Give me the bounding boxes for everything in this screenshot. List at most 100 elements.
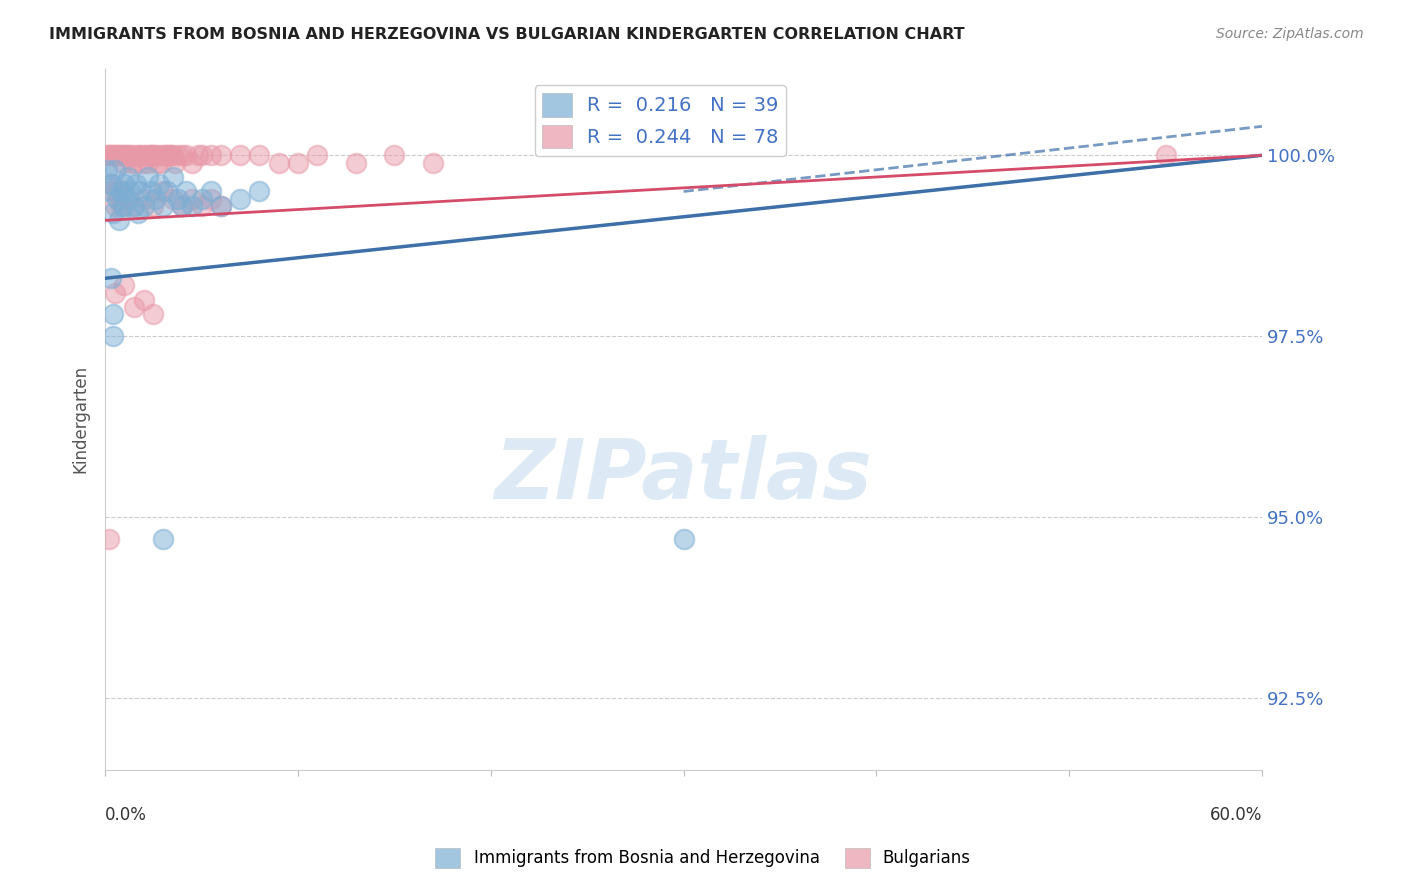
Point	[209, 148, 232, 162]
Point	[159, 148, 181, 162]
Point	[190, 148, 212, 162]
Point	[105, 185, 128, 199]
Point	[156, 148, 179, 162]
Text: 60.0%: 60.0%	[1209, 806, 1263, 824]
Point	[101, 148, 124, 162]
Point	[200, 192, 222, 206]
Point	[132, 199, 155, 213]
Point	[111, 155, 134, 169]
Point	[672, 532, 695, 546]
Point	[190, 199, 212, 213]
Point	[120, 148, 142, 162]
Point	[122, 199, 145, 213]
Point	[146, 155, 169, 169]
Point	[98, 148, 121, 162]
Point	[115, 192, 138, 206]
Point	[125, 155, 148, 169]
Point	[96, 148, 118, 162]
Point	[125, 178, 148, 192]
Point	[117, 192, 139, 206]
Point	[307, 148, 329, 162]
Point	[132, 148, 155, 162]
Point	[114, 199, 136, 213]
Point	[129, 185, 152, 199]
Point	[127, 148, 149, 162]
Point	[117, 169, 139, 184]
Point	[100, 148, 122, 162]
Point	[105, 148, 128, 162]
Point	[162, 148, 184, 162]
Legend: R =  0.216   N = 39, R =  0.244   N = 78: R = 0.216 N = 39, R = 0.244 N = 78	[534, 86, 786, 156]
Point	[115, 148, 138, 162]
Point	[122, 148, 145, 162]
Point	[187, 148, 209, 162]
Point	[148, 148, 170, 162]
Point	[163, 155, 186, 169]
Point	[190, 192, 212, 206]
Point	[209, 199, 232, 213]
Point	[111, 185, 134, 199]
Point	[120, 185, 142, 199]
Point	[100, 271, 122, 285]
Point	[110, 148, 132, 162]
Point	[181, 199, 204, 213]
Point	[100, 178, 122, 192]
Point	[150, 155, 173, 169]
Point	[153, 148, 176, 162]
Point	[152, 532, 174, 546]
Point	[101, 307, 124, 321]
Point	[96, 162, 118, 177]
Point	[111, 199, 134, 213]
Point	[110, 199, 132, 213]
Point	[152, 148, 174, 162]
Point	[114, 148, 136, 162]
Point	[157, 148, 180, 162]
Point	[129, 148, 152, 162]
Point	[100, 178, 122, 192]
Point	[1154, 148, 1177, 162]
Point	[167, 192, 190, 206]
Point	[181, 155, 204, 169]
Point	[141, 148, 163, 162]
Point	[105, 192, 128, 206]
Point	[127, 206, 149, 220]
Point	[132, 192, 155, 206]
Point	[122, 199, 145, 213]
Point	[141, 185, 163, 199]
Point	[104, 162, 127, 177]
Point	[136, 169, 159, 184]
Point	[122, 300, 145, 314]
Text: 0.0%: 0.0%	[105, 806, 148, 824]
Point	[162, 192, 184, 206]
Point	[110, 185, 132, 199]
Point	[287, 155, 309, 169]
Point	[104, 199, 127, 213]
Y-axis label: Kindergarten: Kindergarten	[72, 365, 89, 474]
Point	[101, 329, 124, 343]
Point	[101, 206, 124, 220]
Point	[249, 148, 271, 162]
Point	[174, 148, 197, 162]
Point	[142, 307, 165, 321]
Point	[114, 278, 136, 293]
Point	[98, 185, 121, 199]
Point	[131, 155, 153, 169]
Point	[181, 192, 204, 206]
Point	[114, 178, 136, 192]
Point	[148, 178, 170, 192]
Point	[136, 155, 159, 169]
Point	[107, 192, 129, 206]
Point	[104, 148, 127, 162]
Point	[384, 148, 406, 162]
Point	[249, 185, 271, 199]
Point	[200, 148, 222, 162]
Legend: Immigrants from Bosnia and Herzegovina, Bulgarians: Immigrants from Bosnia and Herzegovina, …	[429, 841, 977, 875]
Point	[101, 185, 124, 199]
Point	[174, 185, 197, 199]
Point	[267, 155, 290, 169]
Point	[229, 148, 252, 162]
Point	[172, 199, 194, 213]
Point	[138, 148, 160, 162]
Point	[200, 185, 222, 199]
Point	[142, 148, 165, 162]
